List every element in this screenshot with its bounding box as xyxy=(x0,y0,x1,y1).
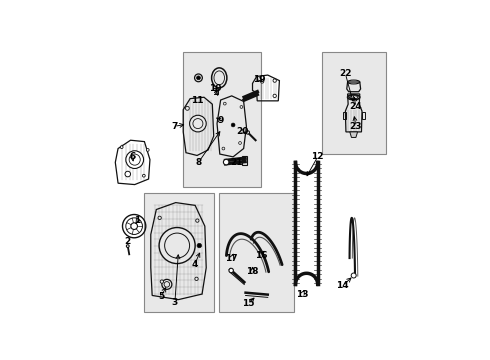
Circle shape xyxy=(229,268,233,273)
Text: 2: 2 xyxy=(124,237,131,246)
Text: 20: 20 xyxy=(237,127,249,136)
Circle shape xyxy=(185,107,189,110)
Bar xyxy=(242,156,246,166)
Text: 23: 23 xyxy=(350,122,362,131)
Text: 12: 12 xyxy=(312,152,324,161)
Text: 11: 11 xyxy=(191,95,203,104)
Text: 14: 14 xyxy=(336,281,349,290)
Circle shape xyxy=(231,123,235,127)
Text: 16: 16 xyxy=(255,251,267,260)
Circle shape xyxy=(190,115,206,132)
Bar xyxy=(322,51,386,154)
Text: 4: 4 xyxy=(191,261,197,269)
Text: 10: 10 xyxy=(209,85,221,94)
Circle shape xyxy=(195,277,198,280)
Circle shape xyxy=(126,245,129,247)
Text: 19: 19 xyxy=(253,75,266,84)
Circle shape xyxy=(197,243,201,248)
Circle shape xyxy=(120,146,123,149)
Text: 13: 13 xyxy=(296,289,309,298)
Bar xyxy=(362,112,365,120)
Circle shape xyxy=(273,94,276,98)
Text: 8: 8 xyxy=(196,158,201,167)
Circle shape xyxy=(223,159,229,165)
Text: 5: 5 xyxy=(158,292,164,301)
Bar xyxy=(343,112,346,120)
Text: 22: 22 xyxy=(339,69,352,78)
Bar xyxy=(145,193,214,312)
Text: 3: 3 xyxy=(172,298,178,307)
Text: 15: 15 xyxy=(242,299,255,308)
Circle shape xyxy=(126,151,144,168)
Bar xyxy=(183,51,261,187)
Text: 6: 6 xyxy=(129,152,136,161)
Text: 24: 24 xyxy=(349,103,362,112)
Circle shape xyxy=(147,149,149,151)
Circle shape xyxy=(160,280,164,283)
Text: 1: 1 xyxy=(134,216,141,225)
Circle shape xyxy=(196,219,199,222)
Circle shape xyxy=(159,228,195,264)
Text: 18: 18 xyxy=(246,267,259,276)
Circle shape xyxy=(351,273,356,278)
Circle shape xyxy=(158,216,161,220)
Circle shape xyxy=(246,131,249,134)
Circle shape xyxy=(162,279,172,289)
Polygon shape xyxy=(350,132,358,138)
Bar xyxy=(219,193,294,312)
Text: 7: 7 xyxy=(171,122,177,131)
Text: 21: 21 xyxy=(230,158,243,167)
Text: 9: 9 xyxy=(218,116,224,125)
Text: 17: 17 xyxy=(225,253,238,262)
Circle shape xyxy=(215,90,218,92)
Circle shape xyxy=(261,80,264,83)
Circle shape xyxy=(125,171,130,177)
Circle shape xyxy=(196,76,200,80)
Circle shape xyxy=(273,79,276,82)
Circle shape xyxy=(143,174,145,177)
